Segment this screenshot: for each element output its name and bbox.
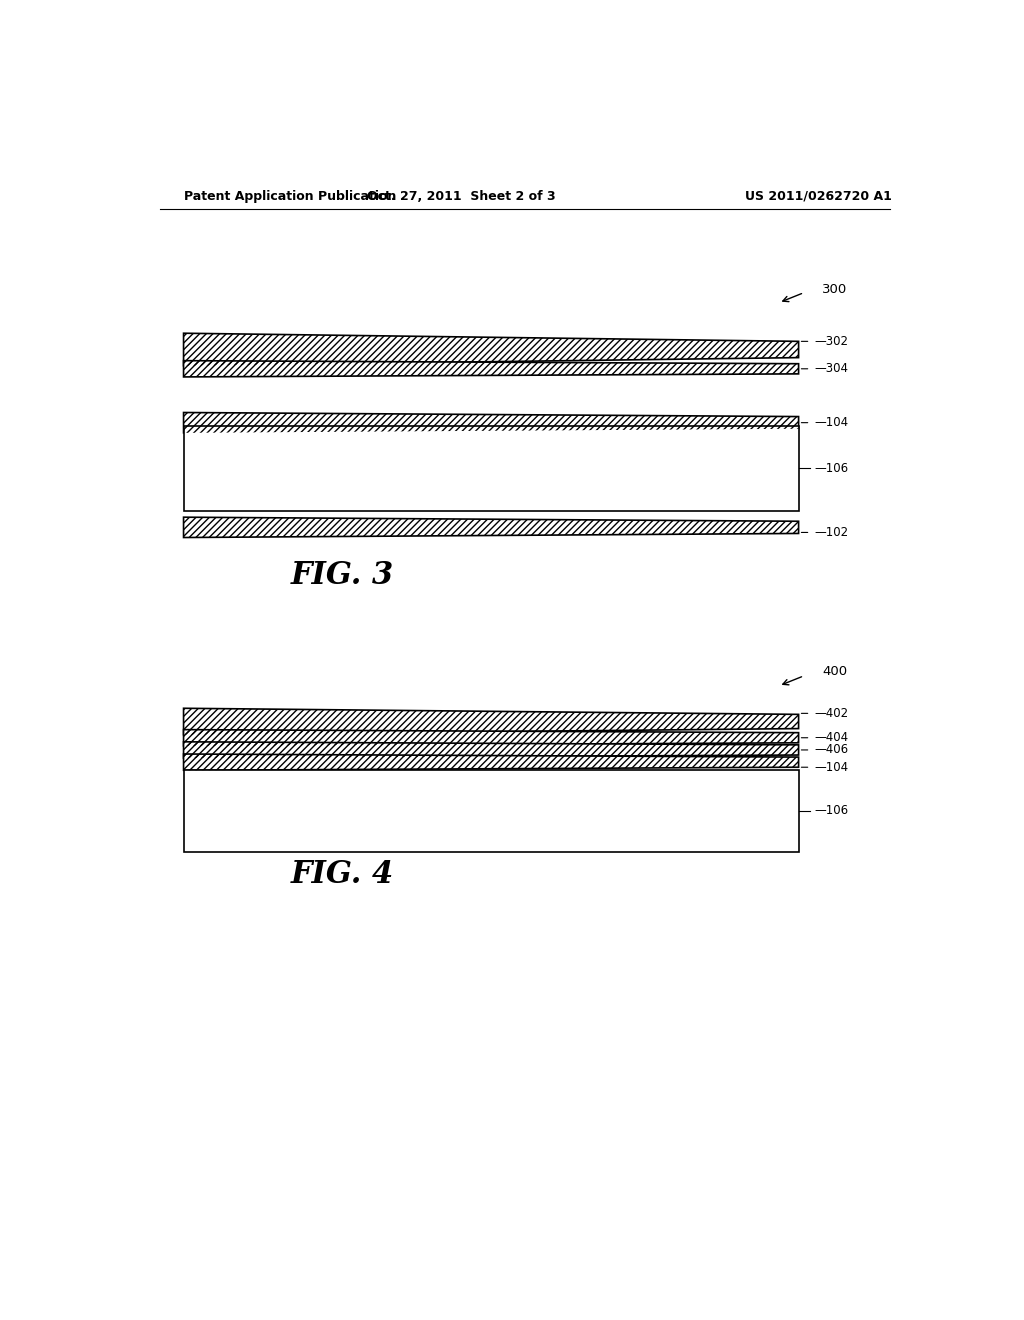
Text: 300: 300 [822, 282, 848, 296]
Bar [183, 771, 799, 851]
Text: —304: —304 [814, 362, 849, 375]
Text: —406: —406 [814, 743, 849, 756]
Text: —104: —104 [814, 416, 849, 429]
Polygon shape [183, 412, 799, 433]
Polygon shape [183, 360, 799, 378]
Text: US 2011/0262720 A1: US 2011/0262720 A1 [745, 190, 892, 202]
Bar [183, 426, 799, 511]
Text: —302: —302 [814, 335, 849, 348]
Text: —402: —402 [814, 706, 849, 719]
Polygon shape [183, 742, 799, 758]
Text: Oct. 27, 2011  Sheet 2 of 3: Oct. 27, 2011 Sheet 2 of 3 [367, 190, 556, 202]
Polygon shape [183, 730, 799, 746]
Text: —106: —106 [814, 804, 849, 817]
Text: —102: —102 [814, 525, 849, 539]
Polygon shape [183, 754, 799, 771]
Text: Patent Application Publication: Patent Application Publication [183, 190, 396, 202]
Text: —104: —104 [814, 760, 849, 774]
Polygon shape [183, 333, 799, 366]
Text: FIG. 3: FIG. 3 [291, 560, 394, 590]
Polygon shape [183, 709, 799, 735]
Polygon shape [183, 517, 799, 537]
Text: —106: —106 [814, 462, 849, 475]
Text: FIG. 4: FIG. 4 [291, 859, 394, 891]
Text: —404: —404 [814, 731, 849, 744]
Text: 400: 400 [822, 665, 848, 678]
